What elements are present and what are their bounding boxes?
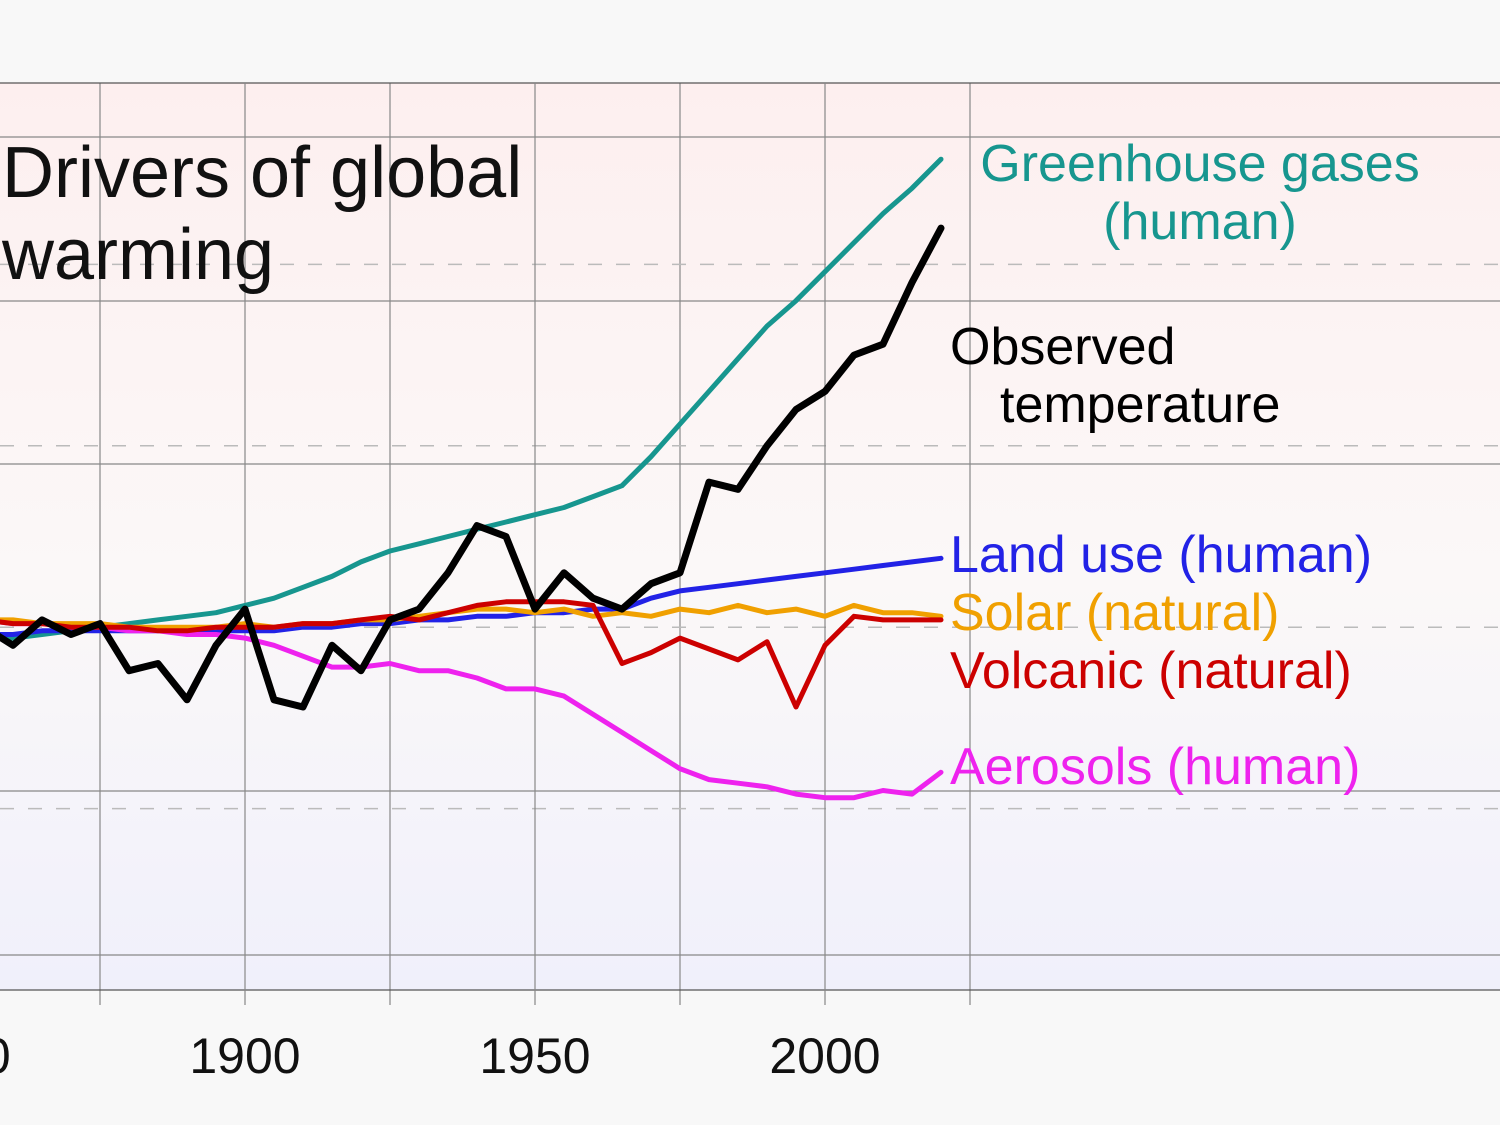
series-line [0,599,944,710]
x-tick-label: 1950 [479,1028,590,1084]
legend-label: Solar (natural) [950,584,1280,642]
series-line [0,224,945,711]
legend-label: Volcanic (natural) [950,642,1352,700]
legend-label: Land use (human) [950,526,1373,584]
plot-area [0,83,1500,990]
x-tick-label: 2000 [769,1028,880,1084]
legend-label: Observed temperature [950,318,1281,434]
x-tick-label: 1850 [0,1028,11,1084]
legend-label: Aerosols (human) [950,738,1361,796]
frame-grid [0,82,1500,1005]
legend-label: Greenhouse gases (human) [980,135,1420,251]
chart-title: Drivers of global warming [2,133,523,295]
x-tick-label: 1900 [189,1028,300,1084]
